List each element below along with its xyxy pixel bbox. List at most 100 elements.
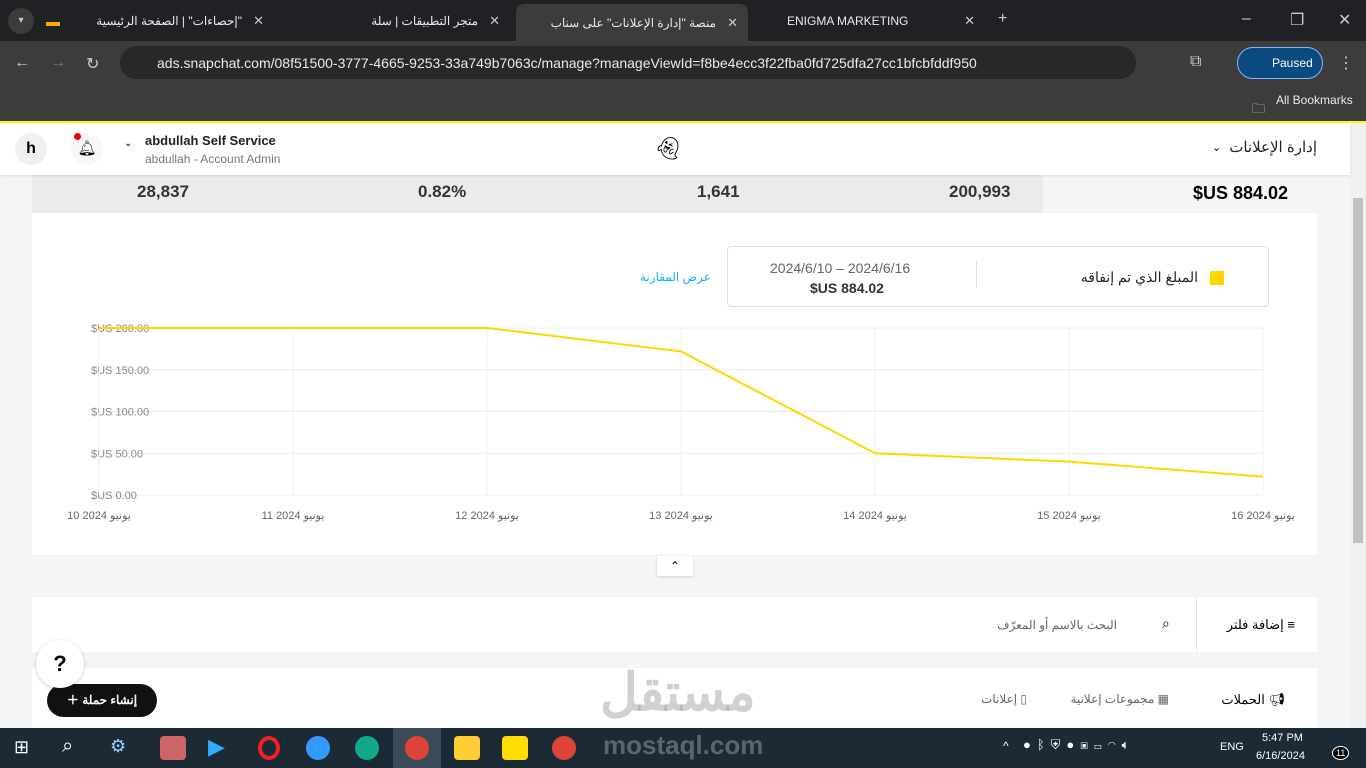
browser-tab-strip: ▾ "إحصاءات" | الصفحة الرئيسية ✕ متجر التط… <box>0 0 1366 41</box>
tab-label: مجموعات إعلانية <box>1070 692 1155 706</box>
stat-value: 1,641 <box>697 182 740 201</box>
restore-icon[interactable]: ❐ <box>1290 12 1305 29</box>
y-tick-label: $US 150.00 <box>91 365 149 377</box>
profile-button[interactable]: Paused <box>1237 47 1323 79</box>
back-icon[interactable]: ← <box>14 54 30 71</box>
add-filter-button[interactable]: ≡ إضافة فلتر <box>1227 617 1295 633</box>
clock-date[interactable]: 6/16/2024 <box>1256 750 1305 762</box>
data-point <box>486 327 488 329</box>
legend-total: $US 884.02 <box>810 280 884 296</box>
tab-title: متجر التطبيقات | سلة <box>371 14 478 28</box>
forward-icon[interactable]: → <box>50 54 66 71</box>
accent-line <box>0 121 1366 123</box>
chevron-down-icon[interactable]: ⌄ <box>1212 141 1222 154</box>
search-icon[interactable]: ⌕ <box>62 735 74 757</box>
data-point <box>1262 476 1264 478</box>
tab-title: ENIGMA MARKETING <box>787 14 909 28</box>
help-button[interactable]: ? <box>36 640 84 688</box>
collapse-chart-button[interactable]: ⌃ <box>657 556 693 576</box>
tab-ads[interactable]: ▯ إعلانات <box>981 692 1027 706</box>
legend-swatch <box>1210 271 1224 285</box>
snapchat-logo-icon[interactable]: 👻︎ <box>654 136 682 161</box>
account-role: abdullah - Account Admin <box>145 152 281 166</box>
notification-dot <box>74 133 81 140</box>
avatar[interactable]: h <box>15 133 47 165</box>
all-bookmarks[interactable]: All Bookmarks <box>1276 93 1353 107</box>
tab-campaigns[interactable]: 📢︎ الحملات <box>1221 692 1285 708</box>
create-campaign-button[interactable]: إنشاء حملة ＋ <box>47 684 157 717</box>
extensions-icon[interactable]: ⧉ <box>1190 53 1202 70</box>
divider <box>976 261 977 287</box>
tray-chevron-icon[interactable]: ^ <box>1003 739 1009 753</box>
browser-icon[interactable] <box>306 736 330 760</box>
compare-link[interactable]: عرض المقارنة <box>640 270 711 284</box>
chevron-down-icon[interactable]: ⌄ <box>124 138 133 149</box>
search-input[interactable]: البحث بالاسم أو المعرّف <box>997 618 1117 632</box>
tab-label: الحملات <box>1221 692 1265 707</box>
scrollbar[interactable] <box>1350 123 1366 728</box>
window-close-icon[interactable]: ✕ <box>1338 12 1352 29</box>
close-icon[interactable]: ✕ <box>489 13 500 28</box>
data-point <box>1068 461 1070 463</box>
taskbar: ⊞ ⌕ ⚙ ▶ mostaql.com ^ ●ᛒ⛨●▣▭◠🔈︎ ENG 5:47… <box>0 728 1366 768</box>
x-tick-label: 10 يونيو 2024 <box>67 510 131 522</box>
tab-enigma[interactable]: ENIGMA MARKETING ✕ <box>755 6 985 36</box>
tab-label: إعلانات <box>981 692 1018 706</box>
entity-tabs: 📢︎ الحملات ▦ مجموعات إعلانية ▯ إعلانات <box>32 668 1317 728</box>
clock-time[interactable]: 5:47 PM <box>1262 732 1303 744</box>
data-point <box>874 452 876 454</box>
legend-metric: المبلغ الذي تم إنفاقه <box>1080 269 1198 285</box>
create-label: إنشاء حملة <box>82 693 138 707</box>
tray-icons[interactable]: ●ᛒ⛨●▣▭◠🔈︎ <box>1023 737 1136 752</box>
tab-title: منصة "إدارة الإعلانات" على سناب <box>550 15 716 30</box>
close-icon[interactable]: ✕ <box>964 13 975 28</box>
search-icon: ⌕ <box>1162 615 1170 631</box>
x-tick-label: 14 يونيو 2024 <box>843 510 907 522</box>
analytics-icon <box>46 12 60 26</box>
account-name[interactable]: abdullah Self Service <box>145 133 276 148</box>
address-bar[interactable]: ads.snapchat.com/08f51500-3777-4665-9253… <box>120 46 1136 79</box>
ads-manager-menu[interactable]: إدارة الإعلانات <box>1229 139 1317 156</box>
app-icon[interactable] <box>160 736 186 760</box>
filter-icon: ≡ <box>1283 617 1295 632</box>
folder-icon: 🗀 <box>1252 101 1266 116</box>
opera-icon[interactable] <box>258 736 280 760</box>
tab-snapchat-ads[interactable]: منصة "إدارة الإعلانات" على سناب ✕ <box>516 4 748 41</box>
tab-adsets[interactable]: ▦ مجموعات إعلانية <box>1071 692 1169 706</box>
x-tick-label: 11 يونيو 2024 <box>262 510 325 522</box>
tab-analytics[interactable]: "إحصاءات" | الصفحة الرئيسية ✕ <box>64 6 274 36</box>
play-icon[interactable]: ▶ <box>208 734 225 759</box>
menu-icon[interactable]: ⋮ <box>1338 55 1354 72</box>
settings-icon[interactable]: ⚙ <box>110 736 127 756</box>
y-tick-label: $US 100.00 <box>91 407 149 419</box>
minimize-icon[interactable]: – <box>1242 10 1251 27</box>
windows-start-icon[interactable]: ⊞ <box>14 737 30 757</box>
stat-value: 0.82% <box>418 182 467 201</box>
reload-icon[interactable]: ↻ <box>86 56 100 73</box>
ads-manager-menu-wrap[interactable]: ⌄ إدارة الإعلانات <box>1212 138 1317 156</box>
close-icon[interactable]: ✕ <box>727 14 738 30</box>
phone-icon: ▯ <box>1017 692 1027 706</box>
bell-icon[interactable]: 🔔︎ <box>71 133 103 165</box>
player-icon[interactable] <box>502 736 528 760</box>
language-indicator[interactable]: ENG <box>1220 741 1244 753</box>
data-point <box>98 327 100 329</box>
stat-value: 28,837 <box>137 182 189 201</box>
x-tick-label: 16 يونيو 2024 <box>1231 510 1295 522</box>
edge-icon[interactable] <box>355 736 379 760</box>
chrome-icon[interactable] <box>552 736 576 760</box>
new-tab-icon[interactable]: + <box>998 10 1008 27</box>
close-icon[interactable]: ✕ <box>253 13 264 28</box>
add-filter-label: إضافة فلتر <box>1226 617 1284 632</box>
tab-salla[interactable]: متجر التطبيقات | سلة ✕ <box>280 6 510 36</box>
notification-badge[interactable]: 11 <box>1332 746 1350 760</box>
stat-value: 200,993 <box>949 182 1011 201</box>
scrollbar-thumb[interactable] <box>1353 198 1363 543</box>
tab-search-button[interactable]: ▾ <box>8 8 34 34</box>
data-point <box>680 350 682 352</box>
chrome-active[interactable] <box>393 728 441 768</box>
y-tick-label: $US 50.00 <box>91 448 143 460</box>
x-tick-label: 12 يونيو 2024 <box>455 510 519 522</box>
megaphone-icon: 📢︎ <box>1264 692 1285 707</box>
file-explorer-icon[interactable] <box>454 736 480 760</box>
